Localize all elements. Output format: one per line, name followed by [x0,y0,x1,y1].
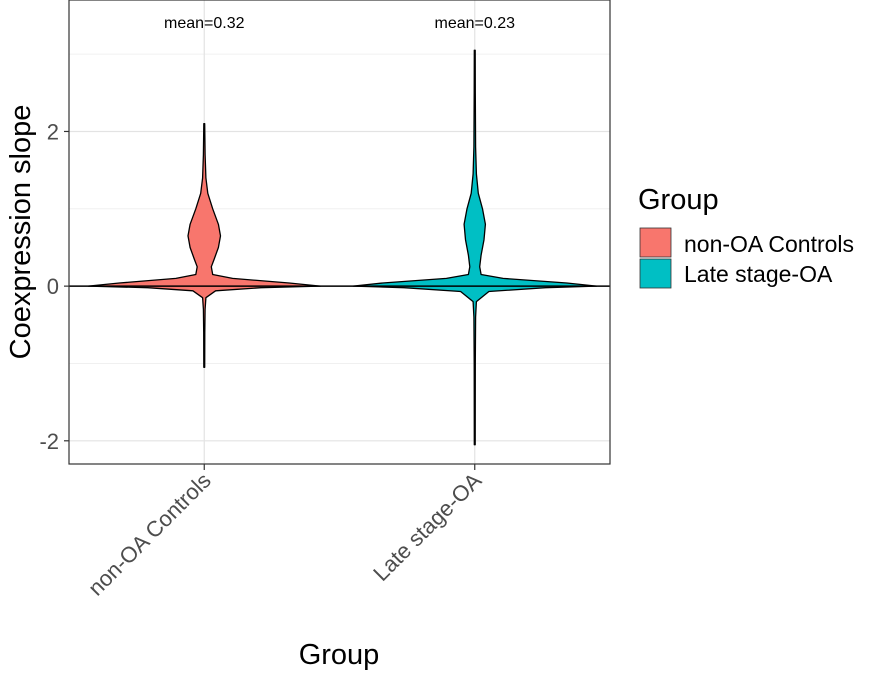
y-axis-title: Coexpression slope [5,105,37,360]
y-tick-label: 2 [47,119,59,144]
panel-border [68,0,611,465]
legend-label-late-stage-oa: Late stage-OA [684,261,833,287]
mean-annotation-non-oa-controls: mean=0.32 [164,15,245,32]
y-tick-label: -2 [39,429,59,454]
violin-layer: mean=0.32 mean=0.23 [87,15,598,446]
legend-title: Group [638,184,719,216]
legend-key-non-oa-controls [639,227,672,258]
legend: Group non-OA Controls Late stage-OA [638,184,854,289]
legend-key-late-stage-oa [639,258,672,289]
y-tick-label: 0 [47,274,59,299]
legend-label-non-oa-controls: non-OA Controls [684,231,854,257]
mean-annotation-late-stage-oa: mean=0.23 [434,15,515,32]
x-axis-title: Group [299,639,380,671]
